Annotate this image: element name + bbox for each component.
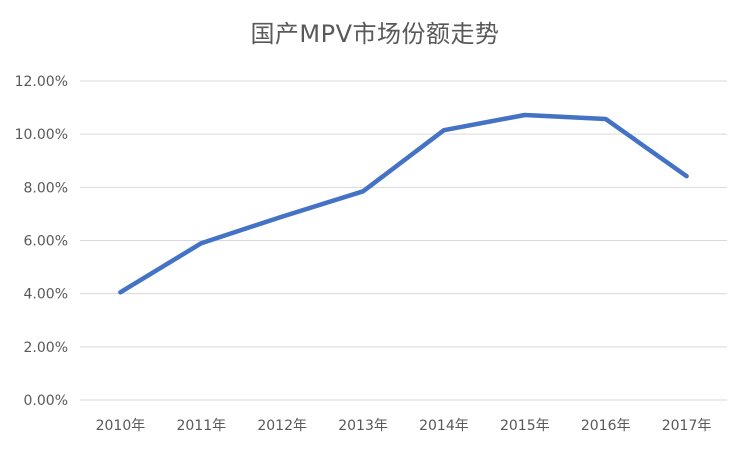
y-tick-label: 4.00% (24, 287, 68, 303)
y-tick-label: 10.00% (15, 127, 68, 143)
x-tick-label: 2013年 (338, 418, 388, 434)
x-tick-label: 2010年 (96, 418, 146, 434)
x-tick-label: 2011年 (176, 418, 226, 434)
y-tick-label: 8.00% (24, 180, 68, 196)
y-tick-label: 12.00% (15, 74, 68, 90)
x-tick-label: 2015年 (500, 418, 550, 434)
x-tick-label: 2014年 (419, 418, 469, 434)
y-tick-label: 6.00% (24, 234, 68, 250)
x-tick-label: 2017年 (662, 418, 712, 434)
x-tick-label: 2016年 (581, 418, 631, 434)
chart-title: 国产MPV市场份额走势 (250, 20, 500, 48)
series-line (118, 112, 689, 295)
x-tick-label: 2012年 (257, 418, 307, 434)
y-tick-label: 2.00% (24, 340, 68, 356)
y-tick-label: 0.00% (24, 393, 68, 409)
